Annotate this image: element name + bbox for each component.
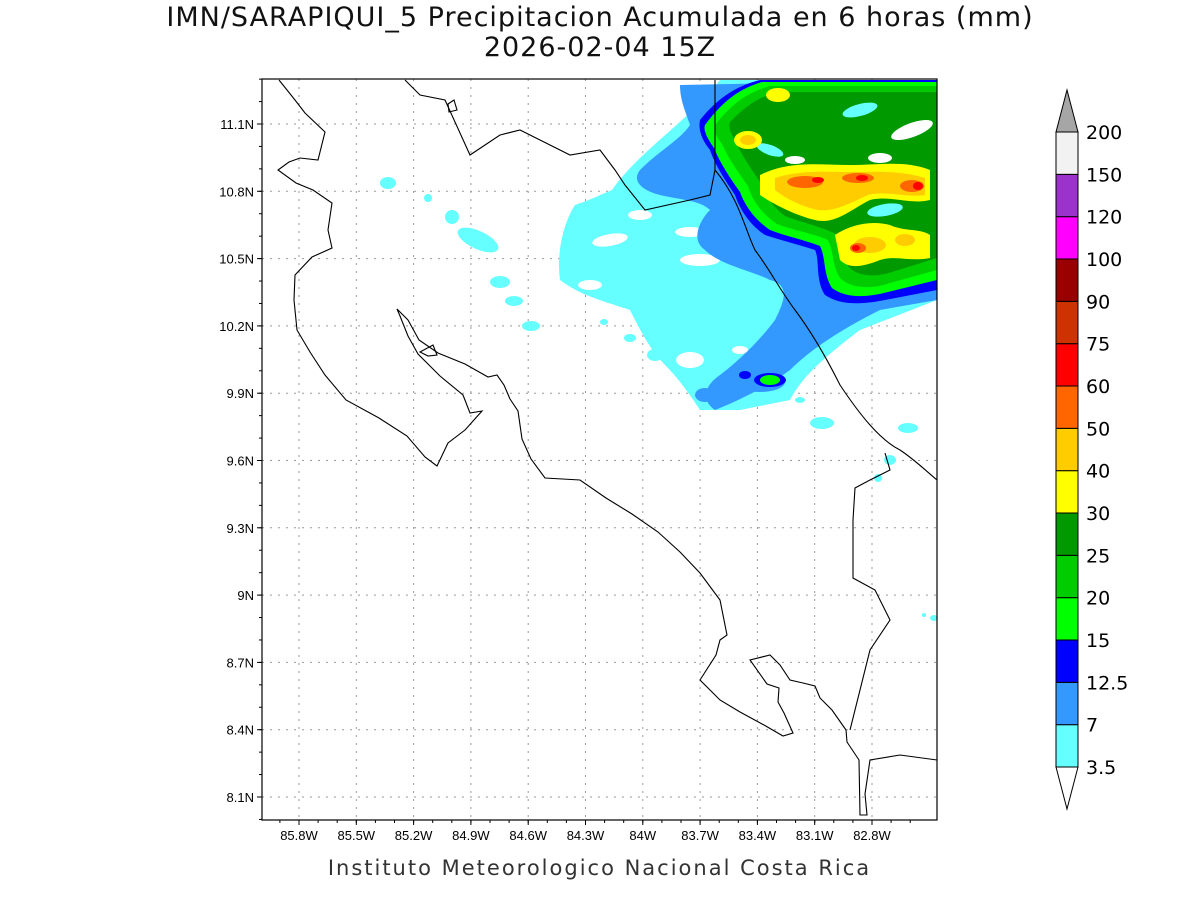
- longitude-axis: 85.8W 85.5W 85.2W 84.9W 84.6W 84.3W 84W 83.7W 83…: [279, 820, 911, 843]
- colorbar-segment: [1055, 216, 1079, 260]
- colorbar-label: 20: [1086, 588, 1110, 610]
- lat-tick-label: 10.2N: [219, 319, 254, 334]
- lon-tick-label: 84.3W: [567, 828, 605, 843]
- map-title: IMN/SARAPIQUI_5 Precipitacion Acumulada …: [166, 2, 1034, 33]
- lon-tick-label: 82.8W: [853, 828, 891, 843]
- lon-tick-label: 84W: [629, 828, 656, 843]
- precipitation-fields: [380, 80, 937, 621]
- lat-tick-label: 8.4N: [227, 723, 254, 738]
- colorbar-label: 75: [1086, 334, 1110, 356]
- lat-tick-label: 10.5N: [219, 252, 254, 267]
- colorbar-label: 200: [1086, 122, 1122, 144]
- colorbar-label: 50: [1086, 418, 1110, 440]
- lon-tick-label: 85.2W: [395, 828, 433, 843]
- lat-tick-label: 10.8N: [219, 184, 254, 199]
- lon-tick-label: 84.9W: [452, 828, 490, 843]
- colorbar-segment: [1055, 512, 1079, 556]
- colorbar-segment: [1055, 300, 1079, 345]
- colorbar-segment: [1055, 681, 1079, 726]
- colorbar-segment: [1055, 470, 1079, 514]
- colorbar-label: 150: [1086, 164, 1122, 186]
- precip-inner-gaps: [756, 102, 903, 217]
- lon-tick-label: 83.1W: [796, 828, 834, 843]
- colorbar-label: 90: [1086, 291, 1110, 313]
- colorbar-segment: [1055, 597, 1079, 641]
- colorbar-segment: [1055, 724, 1079, 768]
- colorbar-segment: [1055, 427, 1079, 472]
- colorbar-label: 30: [1086, 503, 1110, 525]
- lat-tick-label: 9.9N: [227, 386, 254, 401]
- lon-tick-label: 83.7W: [681, 828, 719, 843]
- credit-text: Instituto Meteorologico Nacional Costa R…: [327, 856, 872, 880]
- colorbar-label: 100: [1086, 249, 1122, 271]
- colorbar-lower-arrow: [1055, 766, 1079, 811]
- colorbar-segment: [1055, 554, 1079, 599]
- colorbar-label: 7: [1086, 715, 1098, 737]
- lat-tick-label: 9.6N: [227, 454, 254, 469]
- lat-tick-label: 8.7N: [227, 655, 254, 670]
- colorbar-segment: [1055, 343, 1079, 387]
- colorbar-segment: [1055, 385, 1079, 429]
- lon-tick-label: 83.4W: [739, 828, 777, 843]
- colorbar-label: 120: [1086, 207, 1122, 229]
- colorbar-segment: [1055, 131, 1079, 175]
- lat-tick-label: 11.1N: [220, 117, 254, 132]
- lon-tick-label: 85.5W: [338, 828, 376, 843]
- colorbar-label: 3.5: [1086, 757, 1116, 779]
- colorbar-label: 15: [1086, 630, 1110, 652]
- colorbar-segment: [1055, 639, 1079, 683]
- coastlines: [277, 79, 937, 816]
- lat-tick-label: 8.1N: [227, 790, 254, 805]
- colorbar-segment: [1055, 173, 1079, 218]
- lat-tick-label: 9.3N: [227, 521, 254, 536]
- lon-tick-label: 85.8W: [280, 828, 318, 843]
- colorbar-label: 40: [1086, 461, 1110, 483]
- colorbar-label: 60: [1086, 376, 1110, 398]
- lon-tick-label: 84.6W: [509, 828, 547, 843]
- precip-gaps: [578, 210, 748, 368]
- lat-tick-label: 9N: [237, 588, 254, 603]
- colorbar-segment: [1055, 258, 1079, 302]
- precip-band-60: [812, 175, 923, 251]
- colorbar-label: 25: [1086, 545, 1110, 567]
- colorbar-upper-arrow: [1055, 88, 1079, 133]
- colorbar: 3.5 7 12.5 15 20 25 30 40 50 60 75 90 100 120 150 200: [1055, 88, 1128, 811]
- colorbar-label: 12.5: [1086, 672, 1128, 694]
- precip-inner-white: [785, 120, 933, 164]
- latitude-axis: 11.1N 10.8N 10.5N 10.2N 9.9N 9.6N 9.3N 9N 8.7N 8.…: [219, 78, 262, 820]
- map-gridlines: [262, 79, 937, 820]
- map-subtitle-date: 2026-02-04 15Z: [483, 32, 717, 63]
- plot-frame: [261, 78, 938, 821]
